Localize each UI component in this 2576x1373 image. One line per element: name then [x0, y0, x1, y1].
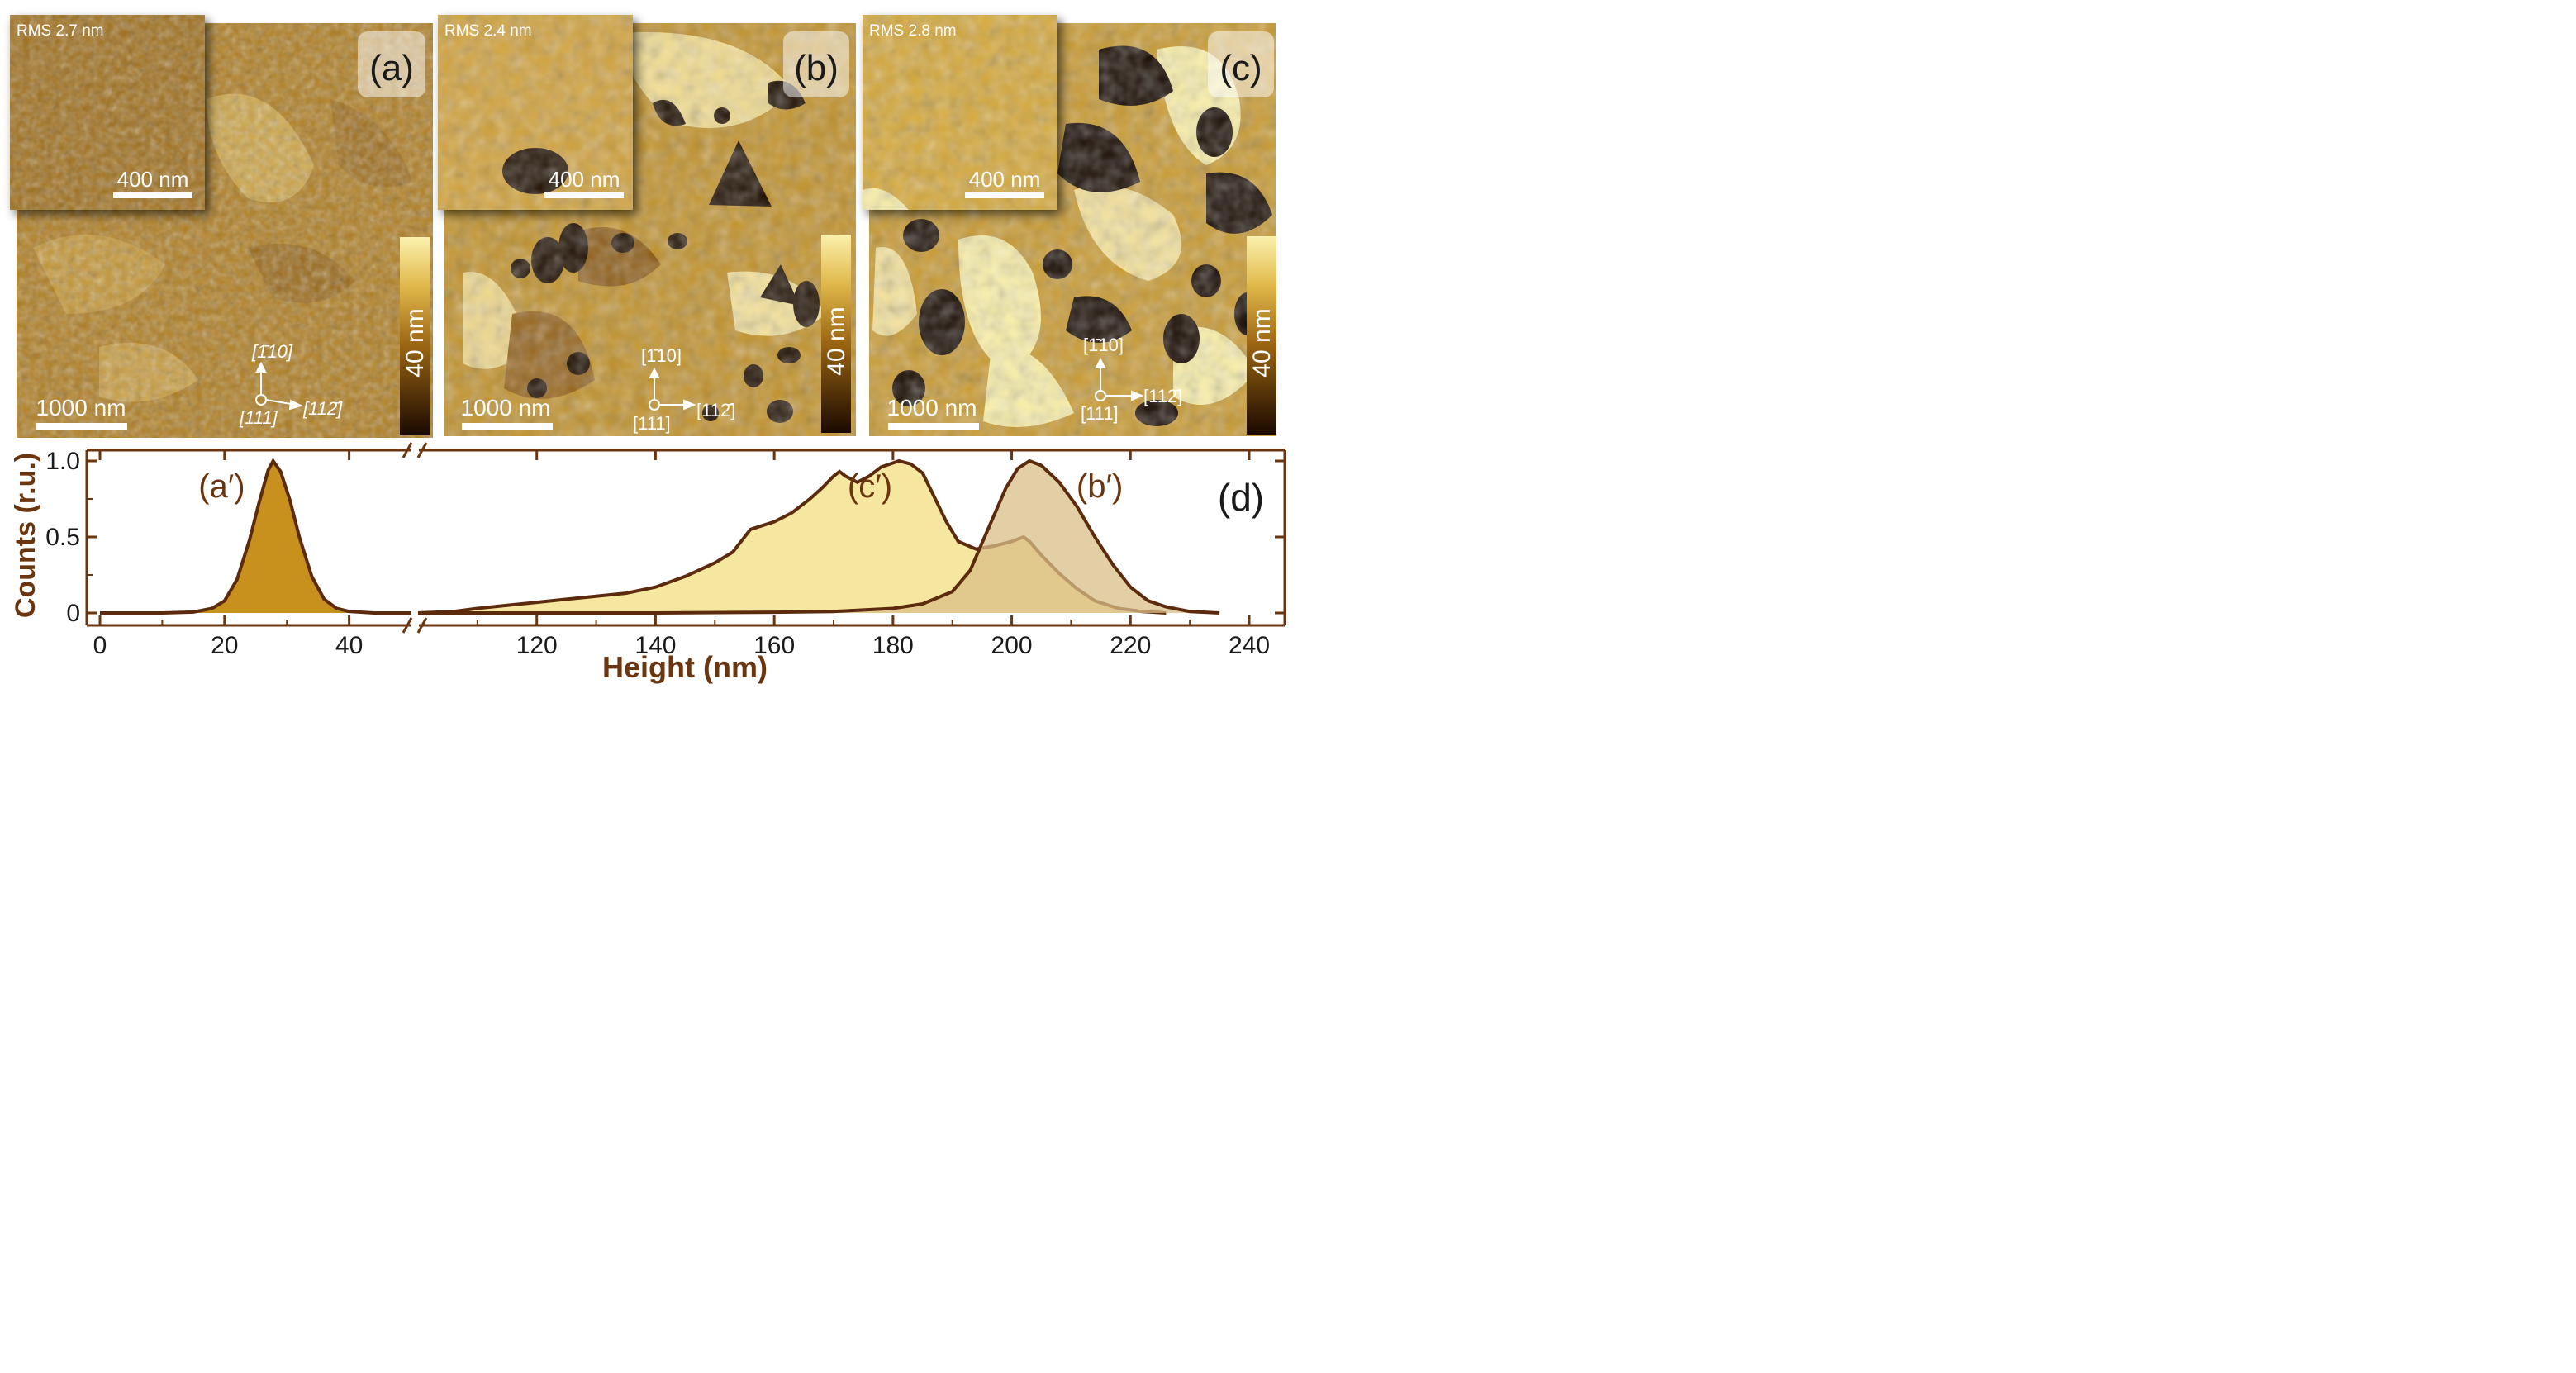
dir-up-b: [1̄10] [641, 345, 682, 366]
series-line-1 [100, 458, 411, 615]
x-tick-label: 180 [872, 632, 914, 659]
panel-b: RMS 2.4 nm 400 nm (b) 40 nm 1000 nm [1̄1… [438, 15, 856, 436]
axis-break-gap [411, 622, 419, 629]
colorbar-label-c: 40 nm [1248, 308, 1276, 377]
inset-scalebar-b [544, 192, 624, 198]
axes-layer: 0 20 40 120 140 160 180 200 220 240 0 0.5 1.0 [45, 442, 1286, 659]
rms-label-b: RMS 2.4 nm [444, 22, 532, 40]
x-tick-label: 40 [335, 632, 363, 659]
colorbar-a [400, 237, 430, 435]
y-tick-label: 0 [66, 600, 80, 627]
inset-b [438, 15, 633, 210]
axis-break-mark [402, 617, 413, 634]
height-histogram-chart: (a′) (c′) (b′) 0 20 40 120 140 160 180 200 220 2400… [10, 442, 1286, 684]
scalebar-a [36, 423, 127, 430]
colorbar-b [821, 235, 851, 433]
inset-scale-label-b: 400 nm [549, 167, 620, 192]
dir-right-a: [112̄] [302, 398, 343, 419]
scalebar-c [888, 423, 979, 430]
colorbar-c [1247, 236, 1276, 435]
axis-break-mark [416, 442, 428, 458]
scale-label-c: 1000 nm [887, 395, 977, 420]
dir-up-c: [1̄10] [1083, 335, 1124, 355]
inset-scalebar-a [113, 192, 192, 198]
chart-panel-label: (d) [1218, 476, 1264, 519]
dir-origin-b: [111] [633, 413, 671, 434]
x-tick-label: 0 [93, 632, 107, 659]
panel-label-c: (c) [1219, 48, 1262, 88]
series-line-3 [418, 458, 1220, 615]
panel-label-a: (a) [369, 48, 414, 88]
direction-axes-c [1095, 357, 1144, 401]
x-axis-label: Height (nm) [602, 650, 768, 684]
colorbar-label-a: 40 nm [402, 308, 429, 377]
rms-label-c: RMS 2.8 nm [869, 22, 957, 40]
inset-c [863, 15, 1057, 210]
series-label-1: (a′) [198, 468, 245, 505]
y-tick-label: 1.0 [45, 448, 80, 475]
inset-scale-label-a: 400 nm [117, 167, 189, 192]
y-axis-label: Counts (r.u.) [10, 453, 41, 618]
dir-origin-c: [111] [1081, 403, 1119, 424]
colorbar-label-b: 40 nm [823, 306, 850, 375]
direction-axes-b [649, 367, 696, 411]
inset-scale-label-c: 400 nm [969, 167, 1041, 192]
series-area-1 [100, 461, 411, 613]
direction-axes-a [255, 361, 303, 411]
x-tick-label: 240 [1229, 632, 1270, 659]
panel-c: RMS 2.8 nm 400 nm (c) 40 nm 1000 nm [1̄1… [863, 15, 1276, 436]
panel-label-b: (b) [794, 48, 839, 88]
x-tick-label: 140 [634, 632, 676, 659]
axis-break-mark [402, 442, 413, 458]
series-area-3 [418, 461, 1220, 613]
series-layer: (a′) (c′) (b′) [100, 458, 1220, 615]
panel-label-box-a [358, 31, 425, 97]
x-tick-label: 220 [1110, 632, 1151, 659]
x-tick-label: 200 [991, 632, 1033, 659]
x-tick-label: 120 [516, 632, 558, 659]
panel-a: RMS 2.7 nm 400 nm (a) 40 nm 1000 nm [1̄1… [10, 15, 433, 438]
panel-label-box-b [783, 31, 849, 97]
inset-scalebar-c [965, 192, 1044, 198]
inset-a [10, 15, 205, 210]
series-label-2: (c′) [848, 468, 892, 505]
rms-label-a: RMS 2.7 nm [17, 22, 104, 40]
dir-origin-a: [111] [239, 407, 278, 428]
x-tick-label: 160 [753, 632, 795, 659]
axis-break-gap [411, 447, 419, 454]
scale-label-b: 1000 nm [461, 395, 551, 420]
series-label-3: (b′) [1077, 468, 1123, 505]
panel-label-box-c [1208, 31, 1274, 97]
scalebar-b [462, 423, 553, 430]
x-tick-label: 20 [211, 632, 238, 659]
dir-right-b: [112̄] [696, 400, 735, 420]
dir-up-a: [1̄10] [251, 341, 293, 362]
y-tick-label: 0.5 [45, 524, 80, 551]
scale-label-a: 1000 nm [36, 395, 126, 420]
dir-right-c: [112̄] [1143, 386, 1182, 406]
axis-break-mark [416, 617, 428, 634]
